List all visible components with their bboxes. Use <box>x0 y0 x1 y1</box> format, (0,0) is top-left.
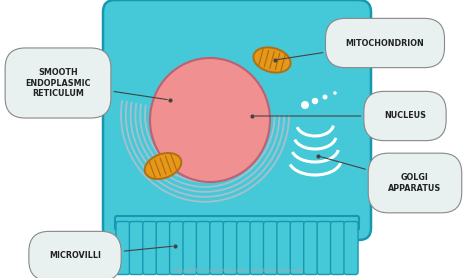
FancyBboxPatch shape <box>304 222 318 274</box>
FancyBboxPatch shape <box>183 222 197 274</box>
FancyBboxPatch shape <box>223 222 237 274</box>
FancyBboxPatch shape <box>116 222 130 274</box>
FancyBboxPatch shape <box>210 222 224 274</box>
Text: NUCLEUS: NUCLEUS <box>255 111 426 120</box>
FancyBboxPatch shape <box>344 222 358 274</box>
FancyBboxPatch shape <box>196 222 210 274</box>
Ellipse shape <box>301 101 309 109</box>
Ellipse shape <box>333 91 337 95</box>
Text: MICROVILLI: MICROVILLI <box>49 246 172 260</box>
FancyBboxPatch shape <box>237 222 251 274</box>
FancyBboxPatch shape <box>129 222 144 274</box>
FancyBboxPatch shape <box>143 222 157 274</box>
Text: SMOOTH
ENDOPLASMIC
RETICULUM: SMOOTH ENDOPLASMIC RETICULUM <box>25 68 167 100</box>
FancyBboxPatch shape <box>103 0 371 240</box>
FancyBboxPatch shape <box>170 222 184 274</box>
FancyBboxPatch shape <box>330 222 345 274</box>
Ellipse shape <box>312 98 318 104</box>
FancyBboxPatch shape <box>156 222 170 274</box>
FancyBboxPatch shape <box>290 222 304 274</box>
Ellipse shape <box>254 48 291 73</box>
Ellipse shape <box>322 95 328 100</box>
Ellipse shape <box>150 58 270 182</box>
FancyBboxPatch shape <box>277 222 291 274</box>
Text: GOLGI
APPARATUS: GOLGI APPARATUS <box>321 157 442 193</box>
FancyBboxPatch shape <box>264 222 278 274</box>
FancyBboxPatch shape <box>317 222 331 274</box>
Ellipse shape <box>145 153 182 179</box>
FancyBboxPatch shape <box>115 216 359 230</box>
Text: Copyright © Save My Exams. All Rights Reserved: Copyright © Save My Exams. All Rights Re… <box>172 267 302 273</box>
FancyBboxPatch shape <box>250 222 264 274</box>
Text: MITOCHONDRION: MITOCHONDRION <box>278 38 424 59</box>
